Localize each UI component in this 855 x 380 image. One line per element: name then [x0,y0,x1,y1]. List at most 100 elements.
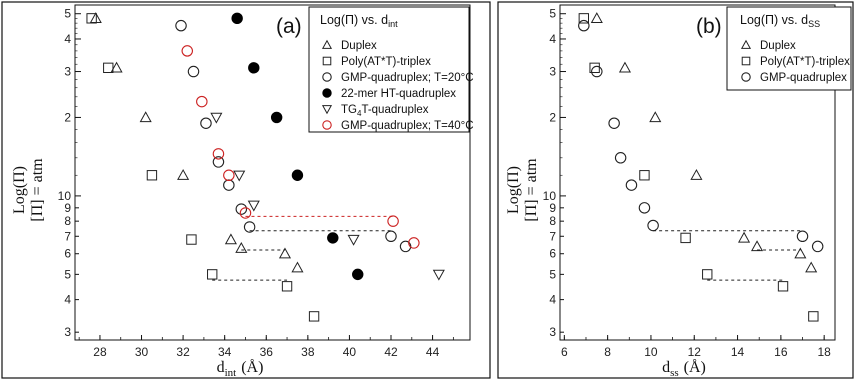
y-tick-label: 4 [64,32,71,46]
x-tick-label: 44 [426,345,440,359]
panel-a-legend-title: Log(Π) vs. dint [320,13,398,29]
legend-entry-label: GMP-quadruplex; T=40°C [341,120,474,132]
legend-marker [741,56,751,66]
data-point [702,269,713,280]
y-tick-label: 4 [64,293,71,307]
data-point [186,234,197,245]
y-tick-label: 2 [64,110,71,124]
y-tick-label: 2 [549,110,556,124]
x-tick-label: 8 [604,345,611,359]
data-point [618,61,632,73]
data-point [347,234,360,246]
panel-a-frame [1,1,491,379]
data-point [243,221,256,233]
x-tick-label: 18 [817,345,831,359]
data-point [235,203,248,215]
x-tick-label: 32 [176,345,190,359]
y-tick-label: 5 [549,267,556,281]
data-point [608,117,620,129]
panel-a-points [86,12,445,322]
x-tick-label: 12 [688,345,702,359]
x-tick-label: 14 [731,345,745,359]
legend-entry-label: Duplex [760,40,796,52]
data-point [408,237,420,249]
panel-b-ylabel-line1: Log(Π) [505,166,522,214]
data-point [291,261,304,273]
data-point [591,65,603,78]
panel-a-plot-area [74,4,471,341]
panel-a-legend: Log(Π) vs. dint Duplex Poly(AT*T)-triplex… [308,6,474,133]
data-point [177,169,190,180]
x-tick-label: 6 [561,345,568,359]
data-point [175,19,187,32]
data-point [200,117,212,129]
panel-a-ylabel-line2: [Π] = atm [29,158,46,222]
legend-entry-label: GMP-quadruplex [760,72,847,84]
panel-b-xlabel: dss (Å) [662,358,706,379]
data-point [327,232,339,244]
data-point [247,200,260,212]
data-point [625,179,638,191]
y-tick-label: 10 [58,189,72,203]
x-tick-label: 34 [218,345,232,359]
data-point [212,156,225,168]
y-tick-label: 9 [64,201,71,215]
panel-b-legend: Log(Π) vs. dSS Duplex Poly(AT*T)-triplex G… [726,6,852,91]
y-tick-label: 3 [64,325,71,339]
data-point [235,241,248,253]
data-point [614,152,627,164]
legend-marker [322,56,332,66]
panel-b-ylabel-line2: [Π] = atm [523,158,540,222]
y-tick-label: 6 [549,247,556,261]
data-point [589,62,600,74]
data-point [224,233,237,245]
data-point [308,311,320,322]
data-point [146,170,158,181]
data-point [281,281,293,292]
data-point [187,65,200,78]
legend-marker [321,105,333,115]
y-tick-label: 5 [64,267,71,281]
panel-a-xlabel: dint (Å) [217,358,264,379]
data-point [578,19,590,32]
y-tick-label: 7 [549,229,556,243]
data-point [794,247,807,259]
data-point [207,269,218,280]
y-tick-label: 10 [543,189,557,203]
data-point [181,45,194,57]
x-tick-label: 30 [135,345,149,359]
panel-a-label: (a) [276,15,302,38]
x-tick-label: 40 [343,345,357,359]
panel-b-plot-area [559,4,836,341]
panel-b-dashed-lines [653,230,803,281]
y-tick-label: 3 [549,65,556,79]
data-point [223,179,235,191]
data-point [291,169,304,181]
legend-entry-label: 22-mer HT-quadruplex [341,88,456,100]
data-point [196,95,208,108]
data-point [223,169,235,182]
data-point [231,12,243,25]
y-tick-label: 9 [549,201,556,215]
y-tick-label: 4 [549,293,556,307]
data-point [103,62,114,74]
panel-a-dashed-lines [212,215,394,281]
y-tick-label: 3 [64,65,71,79]
data-point [690,169,703,180]
legend-marker [321,39,333,49]
data-point [738,231,751,243]
data-point [278,247,292,259]
data-point [352,268,364,281]
data-point [210,112,223,124]
data-point [639,170,650,181]
data-point [432,269,445,281]
data-point [233,170,246,182]
data-point [808,311,819,322]
data-point [578,13,589,24]
x-tick-label: 36 [260,345,274,359]
legend-marker [322,72,332,82]
y-tick-label: 5 [549,7,556,21]
